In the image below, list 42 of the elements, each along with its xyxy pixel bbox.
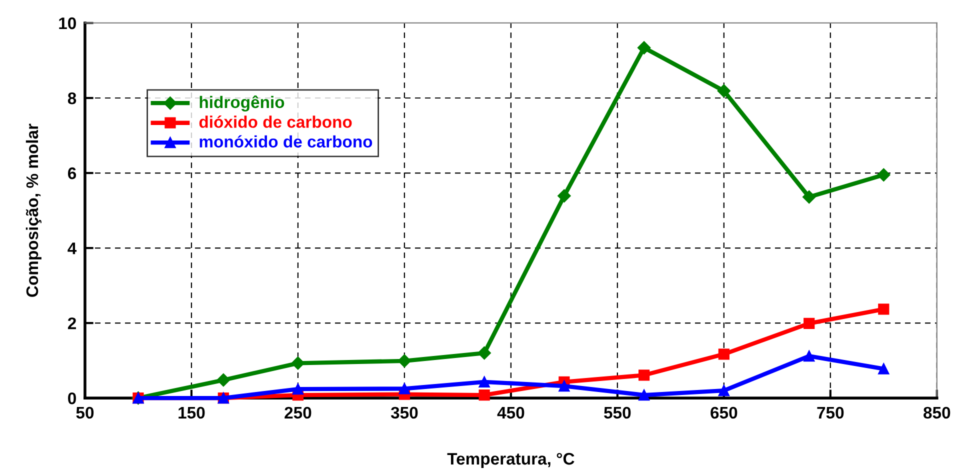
x-tick-label: 350 bbox=[390, 406, 418, 419]
x-tick-label: 450 bbox=[497, 406, 524, 419]
legend-label: dióxido de carbono bbox=[199, 115, 352, 128]
y-tick-label: 10 bbox=[59, 17, 76, 30]
point bbox=[478, 376, 490, 388]
point bbox=[877, 168, 890, 182]
x-tick-label: 50 bbox=[76, 406, 94, 419]
legend-label: monóxido de carbono bbox=[200, 135, 372, 148]
legend-label: hidrogênio bbox=[200, 96, 284, 112]
point bbox=[398, 354, 412, 368]
point bbox=[804, 318, 815, 329]
y-tick-label: 8 bbox=[68, 92, 76, 104]
y-tick-label: 4 bbox=[68, 242, 77, 254]
y-tick-label: 2 bbox=[68, 317, 76, 330]
point bbox=[718, 348, 730, 360]
point bbox=[637, 41, 651, 54]
x-tick-label: 850 bbox=[924, 406, 950, 419]
point bbox=[878, 363, 890, 374]
x-tick-label: 550 bbox=[604, 406, 631, 419]
x-tick-label: 250 bbox=[284, 406, 312, 419]
x-tick-label: 750 bbox=[817, 406, 844, 419]
y-tick-label: 6 bbox=[68, 167, 76, 180]
point bbox=[802, 190, 816, 204]
point bbox=[717, 84, 731, 98]
x-tick-label: 650 bbox=[710, 406, 738, 419]
point bbox=[292, 383, 304, 395]
point bbox=[478, 389, 490, 401]
point bbox=[804, 350, 815, 362]
point bbox=[291, 356, 305, 370]
point bbox=[558, 189, 571, 202]
point bbox=[638, 389, 650, 401]
point bbox=[558, 380, 570, 392]
point bbox=[718, 384, 730, 396]
point bbox=[638, 370, 650, 381]
point bbox=[478, 346, 491, 360]
point bbox=[878, 304, 890, 315]
x-tick-label: 150 bbox=[178, 406, 205, 419]
y-tick-label: 0 bbox=[68, 392, 76, 404]
point bbox=[216, 373, 230, 387]
point bbox=[398, 383, 410, 394]
y-axis-title: Composição, % molar bbox=[26, 124, 42, 297]
x-axis-title: Temperatura, °C bbox=[447, 452, 574, 468]
